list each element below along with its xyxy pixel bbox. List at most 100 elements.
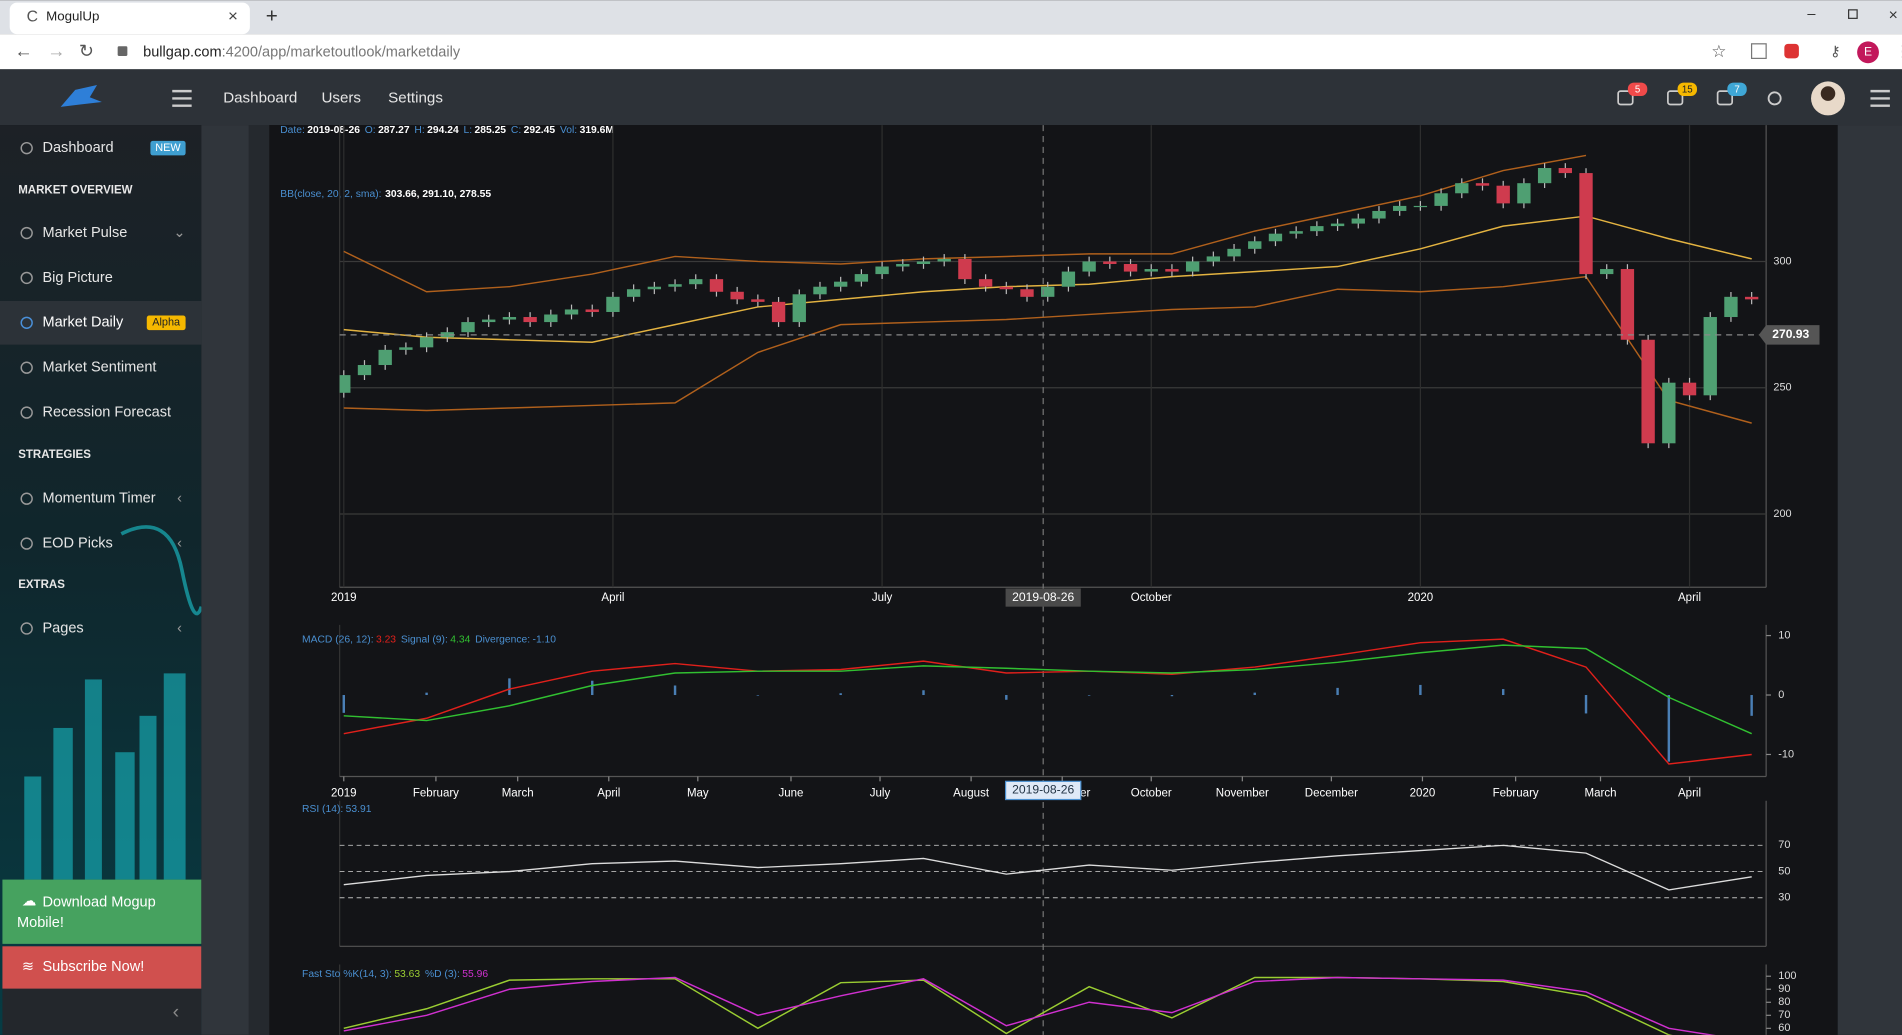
legend-value: 55.96 [462,969,488,980]
key-icon[interactable]: ⚷ [1830,44,1841,60]
divergence-bar [425,692,428,696]
info-label: L: [464,125,473,136]
menu-badge-text: Alpha [152,317,181,329]
legend-label: Divergence: [475,634,530,645]
menu-badge [150,140,186,156]
info-value: 294.24 [427,125,459,136]
header-icons: 5 15 7 [1617,82,1747,106]
minimize[interactable]: – [1807,7,1816,23]
candle [1662,382,1676,444]
candle [1268,233,1283,242]
chart: Date: 2019-08-26 O: 287.27 H: 294.24 L: 285.25 C… [280,125,1820,1035]
tab-close[interactable]: × [228,7,238,26]
candle [564,309,579,315]
back[interactable]: ← [15,41,33,61]
legend-value: 3.23 [376,634,396,645]
candle [1641,339,1655,444]
candle [1393,205,1407,211]
info-value: 285.25 [475,125,507,136]
profile[interactable] [1857,41,1879,64]
candle [482,319,496,323]
right-menu[interactable] [1870,89,1890,107]
candle [999,286,1013,290]
menu-icon [20,226,33,240]
legend-value: 53.63 [394,969,420,980]
hamburger[interactable] [172,89,192,107]
menu-item[interactable]: EOD Picks [42,535,112,551]
divergence-bar [673,685,677,696]
menu-item[interactable]: Momentum Timer [42,491,155,507]
menu-item[interactable]: Market Daily [42,315,124,331]
url[interactable]: bullgap.com:4200/app/marketoutlook/marke… [143,44,461,60]
tab-bar [0,0,1902,35]
menu-item[interactable]: Market Sentiment [42,360,156,376]
menu-item[interactable]: Recession Forecast [42,404,171,420]
collapse[interactable]: ‹ [173,1001,179,1023]
candle [1496,185,1510,204]
bookmark[interactable]: ☆ [1711,42,1726,61]
candle [378,349,392,366]
candle [1041,286,1055,297]
candle [606,296,620,312]
new-tab[interactable]: + [266,5,278,28]
nav-link[interactable]: Users [321,89,361,106]
menu-chevron: ‹ [177,535,182,551]
menu-heading: EXTRAS [18,579,65,591]
menu-dots[interactable]: ⋮ [1895,43,1902,60]
download-button[interactable] [2,879,202,944]
candle [709,279,724,292]
candle [978,279,993,287]
bb-values: 303.66, 291.10, 278.55 [385,189,491,200]
header-icon[interactable] [1667,90,1684,106]
ext-1[interactable] [1750,43,1767,59]
logo[interactable] [60,85,102,107]
menu-item[interactable]: Big Picture [42,270,112,286]
menu-item[interactable]: Pages [42,620,83,636]
tab-icon: C [27,8,38,25]
rsi-line [343,844,1752,891]
ext-2[interactable] [1784,43,1799,59]
candle [1372,210,1386,219]
y-tick-label: 250 [1773,382,1791,394]
x-tick-label: April [601,592,624,604]
x-tick-label: March [502,788,534,800]
nav-link[interactable]: Settings [388,89,443,106]
window-close[interactable]: × [1889,7,1898,24]
divergence-bar [922,690,925,696]
menu-item[interactable]: Dashboard [42,140,113,156]
divergence-bar [1336,687,1339,696]
menu-chevron: ‹ [177,620,182,636]
candle [1185,261,1200,272]
last-price-label: 270.93 [1772,327,1809,341]
menu-heading: STRATEGIES [18,449,91,461]
reload[interactable]: ↻ [79,41,94,61]
menu-item[interactable]: Market Pulse [42,225,127,241]
menu-icon [20,492,33,505]
menu-icon [20,141,33,155]
profile-letter: E [1864,45,1872,59]
info-label: Date: [280,125,305,136]
subscribe-label: Subscribe Now! [42,959,144,975]
x-tick-label: April [1678,592,1701,604]
candle [1330,223,1345,227]
sidebar-art [24,673,186,880]
nav-link[interactable]: Dashboard [223,89,297,106]
divergence-bar [1667,695,1671,762]
header-icon[interactable] [1617,90,1634,106]
subscribe-button[interactable] [2,946,202,989]
candle [1434,193,1448,206]
x-tick-label: December [1305,788,1358,800]
stoch-line [343,976,1673,1035]
last-price-tag [1758,325,1820,345]
candle [523,317,537,323]
header-icon[interactable] [1716,90,1734,106]
info-value: 287.27 [378,125,410,136]
location-icon[interactable] [1767,91,1782,106]
forward[interactable]: → [47,41,65,61]
restore[interactable] [1848,9,1858,19]
candle [1227,248,1241,257]
candle [1600,269,1614,275]
y-tick-label: -10 [1778,748,1794,760]
divergence-bar [591,680,594,696]
tab[interactable] [9,2,250,35]
